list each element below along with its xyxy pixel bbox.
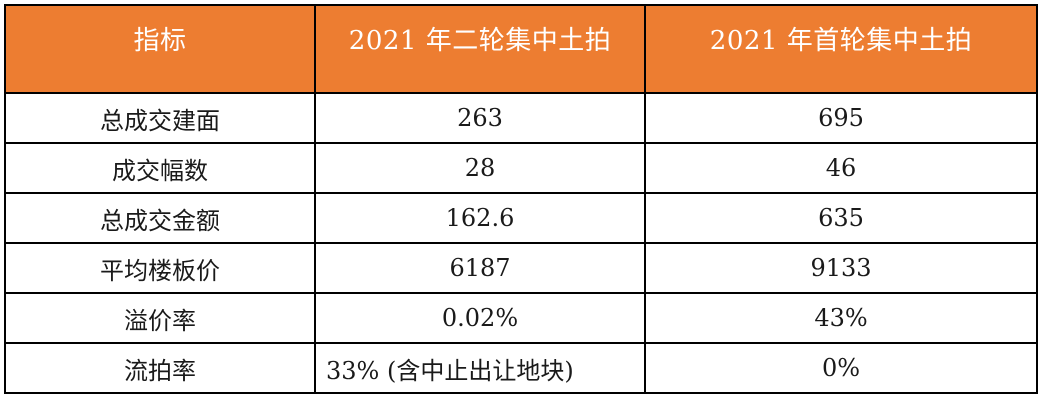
row-label-cell: 平均楼板价 (4, 242, 316, 294)
value-cell: 0.02% (314, 292, 646, 344)
table-row: 溢价率 0.02% 43% (4, 292, 1038, 344)
value-cell: 162.6 (314, 192, 646, 244)
header-cell-round1-2021: 2021 年首轮集中土拍 (644, 4, 1038, 94)
value-cell: 43% (644, 292, 1038, 344)
table-row: 总成交建面 263 695 (4, 92, 1038, 144)
value-cell: 28 (314, 142, 646, 194)
value-cell: 695 (644, 92, 1038, 144)
table-row: 成交幅数 28 46 (4, 142, 1038, 194)
table-body: 总成交建面 263 695 成交幅数 28 46 总成交金额 162.6 635… (4, 92, 1038, 394)
row-label-cell: 溢价率 (4, 292, 316, 344)
value-cell: 263 (314, 92, 646, 144)
table-header: 指标 2021 年二轮集中土拍 2021 年首轮集中土拍 (4, 4, 1038, 94)
row-label-cell: 流拍率 (4, 342, 316, 394)
table-row: 流拍率 33% (含中止出让地块) 0% (4, 342, 1038, 394)
value-cell: 9133 (644, 242, 1038, 294)
value-cell: 6187 (314, 242, 646, 294)
header-row: 指标 2021 年二轮集中土拍 2021 年首轮集中土拍 (4, 4, 1038, 94)
value-cell: 33% (含中止出让地块) (314, 342, 646, 394)
row-label-cell: 总成交建面 (4, 92, 316, 144)
value-cell: 0% (644, 342, 1038, 394)
row-label-cell: 总成交金额 (4, 192, 316, 244)
land-auction-comparison-table: 指标 2021 年二轮集中土拍 2021 年首轮集中土拍 总成交建面 263 6… (4, 4, 1038, 394)
value-cell: 635 (644, 192, 1038, 244)
table-row: 总成交金额 162.6 635 (4, 192, 1038, 244)
header-cell-round2-2021: 2021 年二轮集中土拍 (314, 4, 646, 94)
table-row: 平均楼板价 6187 9133 (4, 242, 1038, 294)
header-cell-indicator: 指标 (4, 4, 316, 94)
row-label-cell: 成交幅数 (4, 142, 316, 194)
value-cell: 46 (644, 142, 1038, 194)
